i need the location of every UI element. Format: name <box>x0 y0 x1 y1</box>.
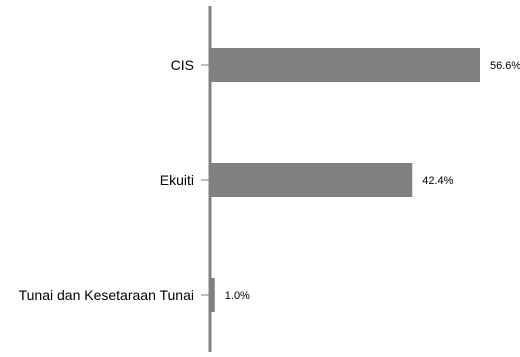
bar <box>210 163 412 197</box>
category-label: CIS <box>171 57 194 73</box>
value-label: 56.6% <box>490 60 520 72</box>
bar <box>210 48 480 82</box>
category-label: Tunai dan Kesetaraan Tunai <box>19 287 194 303</box>
category-label: Ekuiti <box>160 172 194 188</box>
value-label: 1.0% <box>225 290 250 302</box>
value-label: 42.4% <box>422 175 453 187</box>
